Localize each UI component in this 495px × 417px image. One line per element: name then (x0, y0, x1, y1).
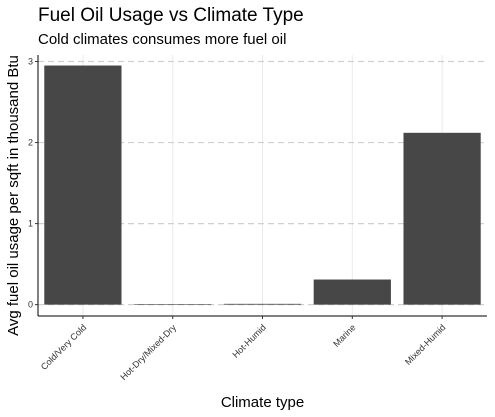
bar (44, 65, 122, 305)
chart-subtitle: Cold climates consumes more fuel oil (38, 31, 287, 48)
y-tick-label: 2 (28, 138, 33, 148)
x-tick-label: Cold/Very Cold (39, 322, 89, 372)
bar (313, 279, 391, 305)
x-tick-label: Hot-Humid (230, 322, 267, 359)
y-tick-label: 1 (28, 219, 33, 229)
chart-title: Fuel Oil Usage vs Climate Type (38, 5, 304, 26)
bar (403, 132, 481, 305)
x-tick-label: Mixed-Humid (403, 322, 448, 367)
bar (134, 304, 212, 305)
bar (223, 303, 302, 305)
y-tick-label: 0 (28, 300, 33, 310)
y-tick-label: 3 (28, 56, 33, 66)
x-tick-label: Hot-Dry/Mixed-Dry (118, 322, 178, 382)
bars (44, 65, 481, 305)
y-ticks: 0 1 2 3 (28, 56, 38, 310)
x-tick-label: Marine (331, 322, 358, 349)
x-ticks: Cold/Very Cold Hot-Dry/Mixed-Dry Hot-Humid… (39, 316, 448, 382)
y-axis-title: Avg fuel oil usage per sqft in thousand … (5, 55, 22, 336)
x-axis-title: Climate type (221, 394, 304, 411)
